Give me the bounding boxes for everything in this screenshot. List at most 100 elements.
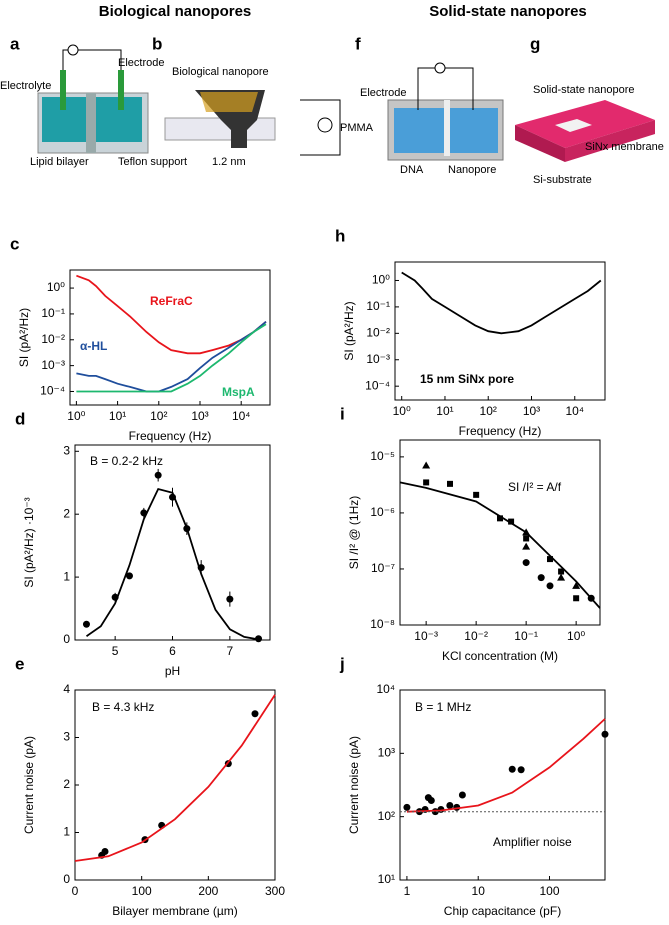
panel-label: f xyxy=(355,34,361,53)
series-line xyxy=(74,694,276,862)
marker xyxy=(154,471,162,479)
x-tick-label: 10⁴ xyxy=(232,409,251,423)
marker xyxy=(446,802,454,810)
y-tick-label: 10⁻⁷ xyxy=(371,561,395,575)
panel-label: g xyxy=(530,34,540,53)
panel-label: b xyxy=(152,34,162,53)
y-tick-label: 10⁻³ xyxy=(366,352,390,366)
series-line xyxy=(401,271,602,335)
diagram-text: Teflon support xyxy=(118,156,187,168)
x-tick-label: 300 xyxy=(265,884,285,898)
marker xyxy=(508,518,515,525)
x-tick-label: 10³ xyxy=(523,404,540,418)
series-line xyxy=(76,323,267,393)
y-tick-label: 10⁻² xyxy=(366,325,390,339)
y-tick-label: 0 xyxy=(63,872,70,886)
annotation: B = 0.2-2 kHz xyxy=(90,454,163,468)
annotation: SI /I² = A/f xyxy=(508,480,562,494)
x-tick-label: 10⁴ xyxy=(566,404,585,418)
diagram-text: Solid-state nanopore xyxy=(533,84,635,96)
marker xyxy=(226,595,234,603)
y-tick-label: 10⁰ xyxy=(47,280,65,294)
marker xyxy=(517,766,525,774)
y-tick-label: 3 xyxy=(63,443,70,457)
cell-diagram xyxy=(387,62,504,161)
marker xyxy=(458,791,466,799)
panel-label: i xyxy=(340,404,345,423)
marker xyxy=(537,574,545,582)
x-tick-label: 10⁻² xyxy=(464,629,488,643)
y-axis-label: SI /I² @ (1Hz) xyxy=(347,496,361,570)
marker xyxy=(422,461,431,469)
diagram-text: Nanopore xyxy=(448,164,496,176)
y-tick-label: 1 xyxy=(63,825,70,839)
marker xyxy=(546,582,554,590)
y-tick-label: 2 xyxy=(63,777,70,791)
marker xyxy=(251,710,259,718)
marker xyxy=(558,568,565,575)
x-tick-label: 10⁻¹ xyxy=(514,629,538,643)
x-axis-label: Frequency (Hz) xyxy=(129,429,212,443)
x-tick-label: 10² xyxy=(150,409,167,423)
series-label: α-HL xyxy=(80,339,107,353)
heading: Biological nanopores xyxy=(99,3,252,20)
marker xyxy=(601,730,609,738)
marker xyxy=(547,556,553,563)
x-tick-label: 1 xyxy=(404,884,411,898)
x-axis-label: Frequency (Hz) xyxy=(459,424,542,438)
panel-label: a xyxy=(10,34,20,53)
y-tick-label: 10⁻⁴ xyxy=(40,384,65,398)
panel-label: c xyxy=(10,234,19,253)
panel-label: h xyxy=(335,226,345,245)
x-tick-label: 10 xyxy=(472,884,486,898)
y-axis-label: Current noise (pA) xyxy=(22,736,36,834)
x-tick-label: 10⁰ xyxy=(67,409,85,423)
y-tick-label: 4 xyxy=(63,682,70,696)
x-tick-label: 6 xyxy=(169,644,176,658)
marker xyxy=(403,803,411,811)
y-tick-label: 10⁻⁶ xyxy=(370,505,395,519)
diagram-text: Lipid bilayer xyxy=(30,156,89,168)
diagram-text: Electrolyte xyxy=(0,80,51,92)
x-tick-label: 10³ xyxy=(191,409,208,423)
plot-frame xyxy=(69,269,271,406)
y-tick-label: 2 xyxy=(63,506,70,520)
diagram-text: DNA xyxy=(400,164,424,176)
marker xyxy=(427,796,435,804)
y-tick-label: 1 xyxy=(63,569,70,583)
cell-diagram xyxy=(37,44,149,154)
y-tick-label: 10⁻⁵ xyxy=(370,449,395,463)
y-tick-label: 10⁻³ xyxy=(41,358,65,372)
x-tick-label: 0 xyxy=(72,884,79,898)
y-tick-label: 0 xyxy=(63,632,70,646)
marker xyxy=(125,572,133,580)
y-tick-label: 10⁻⁸ xyxy=(370,617,395,631)
marker xyxy=(523,535,530,542)
y-tick-label: 10⁻⁴ xyxy=(365,378,390,392)
pore-diagram xyxy=(164,90,341,156)
y-axis-label: Current noise (pA) xyxy=(347,736,361,834)
series-label: Amplifier noise xyxy=(493,835,572,849)
marker xyxy=(573,595,580,602)
x-tick-label: 10⁻³ xyxy=(414,629,438,643)
marker xyxy=(557,573,566,581)
series-line xyxy=(399,481,601,609)
diagram-text: Biological nanopore xyxy=(172,66,269,78)
diagram-text: PMMA xyxy=(340,122,374,134)
y-tick-label: 10¹ xyxy=(378,872,395,886)
diagram-text: SiNx membrane xyxy=(585,141,664,153)
panel-label: j xyxy=(339,654,345,673)
x-tick-label: 100 xyxy=(540,884,560,898)
x-axis-label: Bilayer membrane (µm) xyxy=(112,904,238,918)
series-line xyxy=(406,718,606,813)
marker xyxy=(82,620,90,628)
y-tick-label: 10⁻² xyxy=(41,332,65,346)
y-axis-label: SI (pA²/Hz) ·10⁻³ xyxy=(22,497,36,587)
diagram-text: Si-substrate xyxy=(533,174,592,186)
x-tick-label: 100 xyxy=(132,884,152,898)
series-line xyxy=(76,321,267,393)
x-tick-label: 10¹ xyxy=(436,404,453,418)
marker xyxy=(522,559,530,567)
